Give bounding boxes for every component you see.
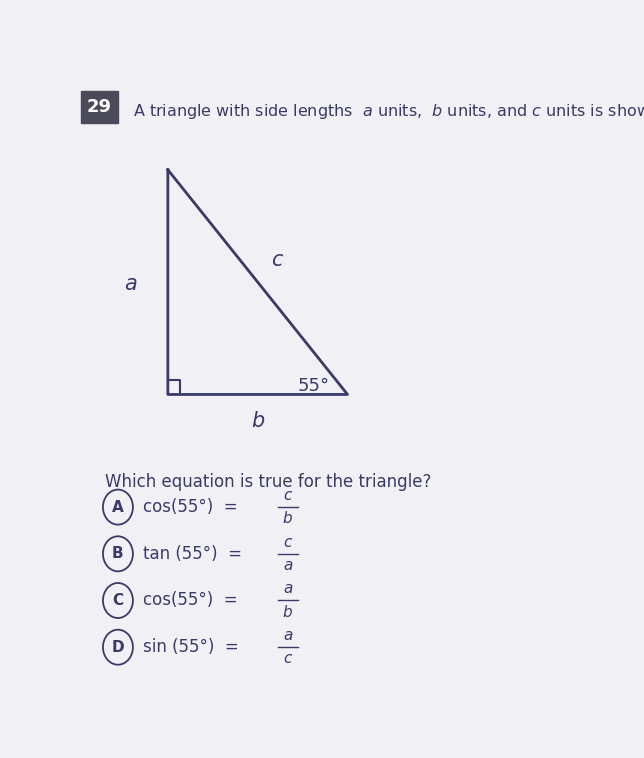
Text: a: a	[283, 628, 292, 643]
Text: A: A	[112, 500, 124, 515]
Text: cos(55°)  =: cos(55°) =	[143, 591, 248, 609]
Text: a: a	[283, 558, 292, 573]
FancyBboxPatch shape	[80, 91, 118, 123]
Text: sin (55°)  =: sin (55°) =	[143, 638, 249, 656]
Text: $a$: $a$	[124, 274, 137, 293]
Text: C: C	[112, 593, 124, 608]
Text: c: c	[283, 488, 292, 503]
Text: b: b	[283, 605, 292, 620]
Text: tan (55°)  =: tan (55°) =	[143, 545, 252, 562]
Text: c: c	[283, 534, 292, 550]
Text: a: a	[283, 581, 292, 597]
Text: 55°: 55°	[298, 377, 330, 395]
Text: $b$: $b$	[251, 411, 265, 431]
Text: A triangle with side lengths  $a$ units,  $b$ units, and $c$ units is shown.: A triangle with side lengths $a$ units, …	[133, 102, 644, 121]
Text: D: D	[111, 640, 124, 655]
Text: B: B	[112, 547, 124, 562]
Text: $c$: $c$	[271, 250, 284, 270]
Text: cos(55°)  =: cos(55°) =	[143, 498, 248, 516]
Text: c: c	[283, 651, 292, 666]
Text: Which equation is true for the triangle?: Which equation is true for the triangle?	[106, 473, 432, 491]
Text: b: b	[283, 512, 292, 526]
Text: 29: 29	[87, 98, 111, 116]
